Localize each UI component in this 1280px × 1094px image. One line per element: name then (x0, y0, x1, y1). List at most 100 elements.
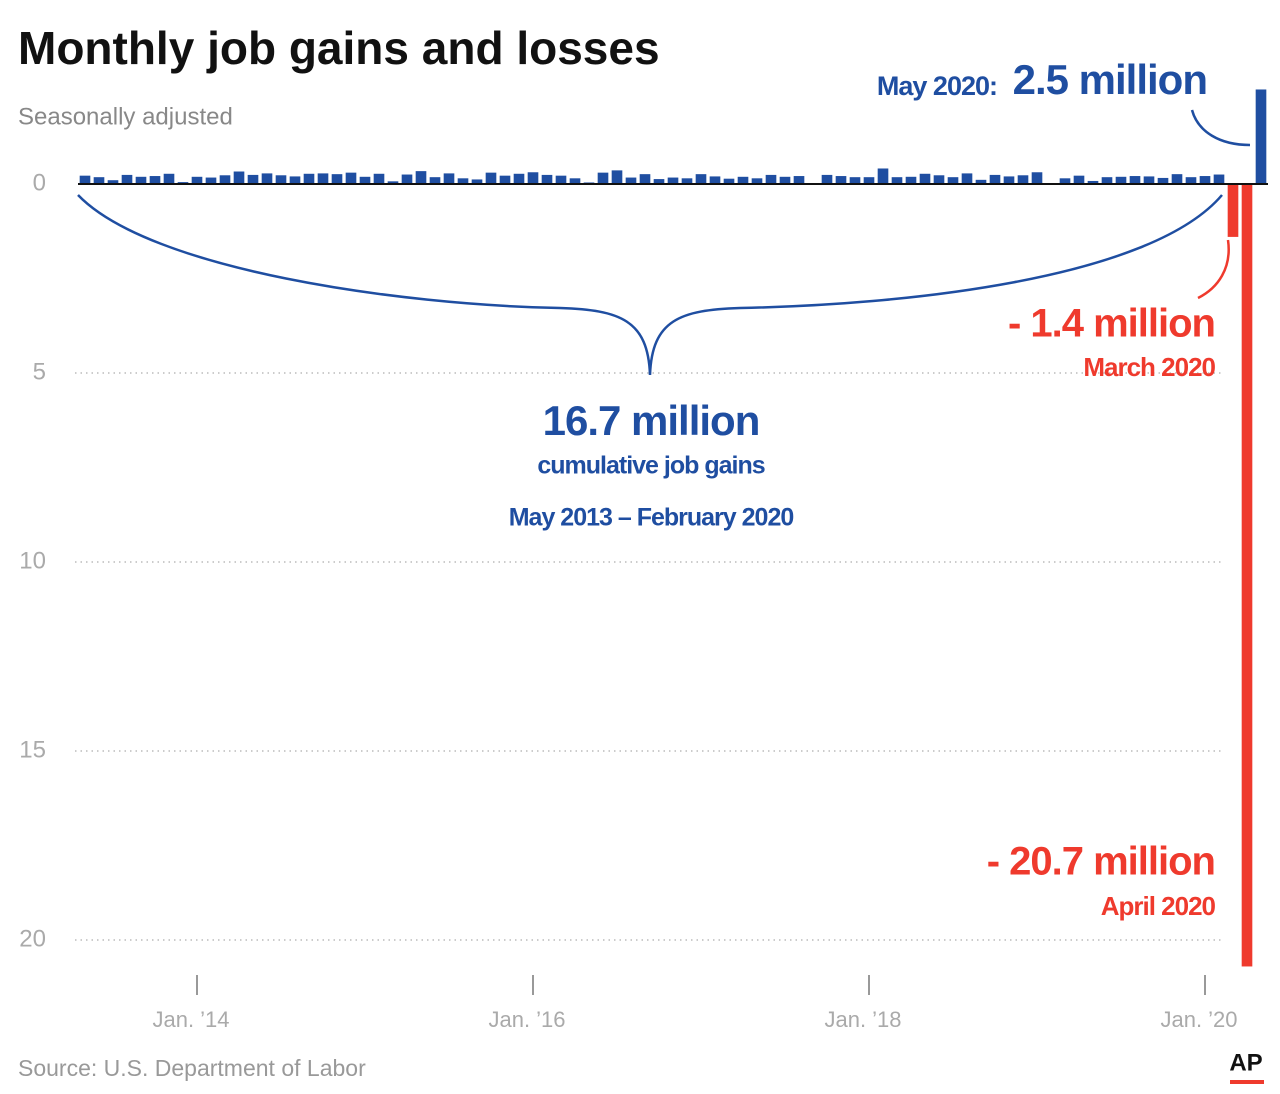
bar (905, 176, 917, 184)
bar (163, 173, 175, 184)
bar (737, 176, 749, 184)
bar (373, 173, 385, 184)
bar (751, 178, 763, 184)
bar (121, 174, 133, 184)
brace (77, 194, 1223, 376)
bar (947, 177, 959, 184)
bar (429, 177, 441, 184)
bar (303, 173, 315, 184)
bar (79, 175, 91, 184)
bar (877, 168, 889, 184)
annotation: April 2020 (1101, 891, 1216, 921)
connector (1190, 109, 1251, 147)
bar (107, 180, 119, 184)
x-tick-label: Jan. ’18 (824, 1007, 901, 1032)
bar (1129, 176, 1141, 184)
bar (233, 171, 245, 184)
bar (1199, 176, 1211, 184)
bar (1101, 177, 1113, 184)
bar (1241, 183, 1253, 967)
bar (919, 173, 931, 184)
y-tick-label: 20 (19, 925, 46, 952)
bar (653, 179, 665, 184)
bar (359, 176, 371, 184)
bar (527, 172, 539, 184)
bar (541, 174, 553, 184)
bar (555, 175, 567, 184)
bar (765, 174, 777, 184)
bar (1227, 183, 1239, 237)
annotation: - 1.4 million (1008, 302, 1215, 346)
bar (261, 173, 273, 184)
bar (709, 176, 721, 184)
bar (1143, 176, 1155, 184)
bar (1157, 177, 1169, 184)
y-tick-label: 10 (19, 547, 46, 574)
bar (247, 174, 259, 184)
bar (989, 174, 1001, 184)
bar (205, 177, 217, 184)
bar (961, 173, 973, 184)
connector (1197, 239, 1230, 300)
source: Source: U.S. Department of Labor (18, 1055, 366, 1081)
annotation: 16.7 million (543, 397, 760, 444)
bar (387, 181, 399, 184)
bar (1171, 174, 1183, 184)
bar (401, 174, 413, 184)
annotation: 2.5 million (1013, 56, 1207, 103)
bar (625, 177, 637, 184)
chart-title: Monthly job gains and losses (18, 22, 660, 74)
bar (667, 177, 679, 184)
bar (415, 171, 427, 184)
bar (275, 175, 287, 184)
bar (611, 170, 623, 184)
bar (1185, 177, 1197, 184)
bar (723, 178, 735, 184)
annotation: May 2013 – February 2020 (509, 504, 794, 532)
bar (485, 172, 497, 184)
bar (471, 179, 483, 184)
bar (499, 175, 511, 184)
bar (457, 178, 469, 184)
bar (597, 172, 609, 184)
bar (681, 178, 693, 184)
chart-subtitle: Seasonally adjusted (18, 103, 233, 130)
logo-underline (1230, 1080, 1264, 1084)
bar (793, 176, 805, 184)
y-tick-label: 15 (19, 736, 46, 763)
bar (443, 173, 455, 184)
bar (863, 177, 875, 184)
bar (191, 176, 203, 184)
bar (849, 177, 861, 184)
bar (1255, 89, 1267, 184)
bar (835, 176, 847, 184)
bar (135, 176, 147, 184)
bar (569, 178, 581, 184)
annotation: March 2020 (1083, 352, 1215, 382)
annotation: cumulative job gains (537, 452, 764, 480)
bar (891, 177, 903, 184)
bar (289, 176, 301, 184)
y-tick-label: 5 (33, 358, 46, 385)
bar (1059, 178, 1071, 184)
bar (821, 174, 833, 184)
bar (639, 174, 651, 184)
y-tick-label: 0 (33, 169, 46, 196)
bar (1087, 180, 1099, 184)
bar (345, 172, 357, 184)
bar (1017, 175, 1029, 184)
x-tick-label: Jan. ’14 (152, 1007, 229, 1032)
bar (779, 176, 791, 184)
bar (331, 174, 343, 184)
bar (317, 173, 329, 184)
bar (975, 179, 987, 184)
bar (1003, 176, 1015, 184)
annotation: - 20.7 million (987, 840, 1215, 884)
bar (1213, 174, 1225, 184)
bar (695, 174, 707, 184)
bar (1073, 175, 1085, 184)
logo: AP (1229, 1049, 1262, 1076)
bar (1115, 176, 1127, 184)
x-tick-label: Jan. ’16 (488, 1007, 565, 1032)
